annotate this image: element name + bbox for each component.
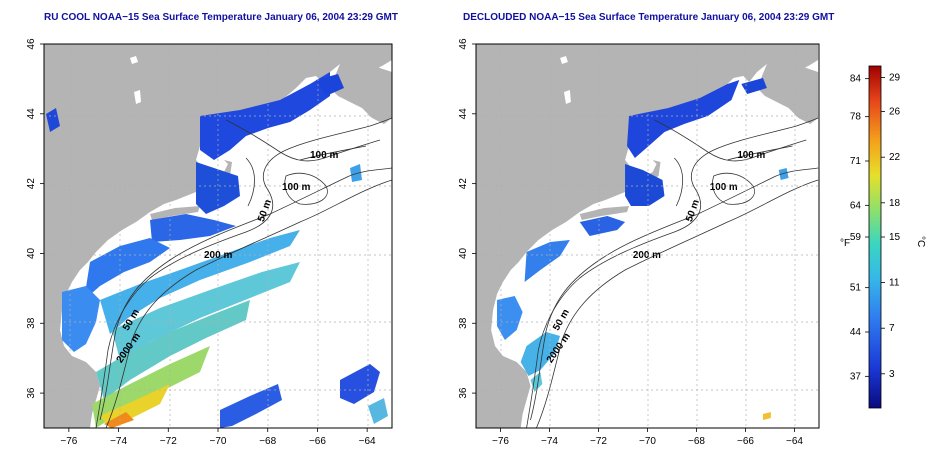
left-graticule <box>44 44 392 428</box>
left-y-tick-label: 40 <box>26 247 37 259</box>
right-y-tick-label: 42 <box>458 178 469 190</box>
left-map-panel: 100 m 100 m 50 m 200 m 50 m 2000 m 36384… <box>26 38 393 447</box>
right-contour-label-100m-b: 100 m <box>710 182 738 193</box>
colorbar-c-tick-label: 11 <box>889 278 900 289</box>
left-y-tick-label: 38 <box>26 317 37 329</box>
right-sst-field <box>497 78 789 420</box>
colorbar-c-tick-label: 3 <box>889 369 895 380</box>
left-x-tick-label: −68 <box>259 436 276 447</box>
right-y-tick-label: 46 <box>458 38 469 50</box>
left-map-title: RU COOL NOAA−15 Sea Surface Temperature … <box>44 12 398 23</box>
colorbar-c-tick-label: 15 <box>889 232 901 243</box>
right-x-tick-label: −66 <box>737 436 754 447</box>
right-contour-label-200m: 200 m <box>633 250 661 261</box>
right-y-tick-label: 40 <box>458 247 469 259</box>
right-y-tick-label: 44 <box>458 108 469 120</box>
left-sst-field <box>46 72 388 428</box>
colorbar-f-tick-label: 78 <box>850 112 862 123</box>
colorbar-f-tick-label: 84 <box>850 74 862 85</box>
right-x-tick-label: −70 <box>639 436 656 447</box>
left-y-tick-label: 36 <box>26 387 37 399</box>
colorbar-c-tick-label: 7 <box>889 323 895 334</box>
left-contour-label-100m-a: 100 m <box>310 150 338 161</box>
left-x-tick-label: −64 <box>359 436 376 447</box>
right-map-title: DECLOUDED NOAA−15 Sea Surface Temperatur… <box>463 12 835 23</box>
left-contour-label-100m-b: 100 m <box>282 182 310 193</box>
right-y-tick-label: 36 <box>458 387 469 399</box>
right-x-tick-label: −74 <box>541 436 558 447</box>
colorbar-gradient <box>868 65 882 409</box>
left-y-tick-label: 42 <box>26 178 37 190</box>
colorbar-celsius-unit: °C <box>915 236 926 247</box>
colorbar-c-tick-label: 26 <box>889 107 901 118</box>
left-x-tick-label: −66 <box>309 436 326 447</box>
temperature-colorbar: 84 78 71 64 59 51 44 37 29 26 22 18 15 11 7 3 °F °C <box>840 65 926 409</box>
colorbar-f-tick-label: 71 <box>850 156 862 167</box>
left-x-tick-label: −72 <box>160 436 177 447</box>
colorbar-f-tick-label: 51 <box>850 283 862 294</box>
colorbar-f-tick-label: 64 <box>850 200 862 211</box>
right-x-tick-label: −68 <box>688 436 705 447</box>
right-x-tick-label: −72 <box>590 436 607 447</box>
left-y-tick-label: 44 <box>26 108 37 120</box>
right-map-panel: 100 m 100 m 50 m 200 m 50 m 2000 m 36384… <box>458 38 820 447</box>
colorbar-c-tick-label: 18 <box>889 198 901 209</box>
colorbar-c-tick-label: 22 <box>889 152 901 163</box>
left-contour-label-200m: 200 m <box>204 250 232 261</box>
colorbar-f-tick-label: 44 <box>850 327 862 338</box>
right-contour-label-100m-a: 100 m <box>737 150 765 161</box>
right-x-tick-label: −64 <box>786 436 803 447</box>
left-y-tick-label: 46 <box>26 38 37 50</box>
left-x-tick-label: −76 <box>60 436 77 447</box>
left-x-tick-label: −74 <box>110 436 127 447</box>
right-y-tick-label: 38 <box>458 317 469 329</box>
left-x-tick-label: −70 <box>210 436 227 447</box>
colorbar-f-tick-label: 37 <box>850 371 862 382</box>
right-graticule <box>476 44 819 428</box>
colorbar-fahrenheit-unit: °F <box>840 238 850 249</box>
colorbar-f-tick-label: 59 <box>850 232 862 243</box>
colorbar-c-tick-label: 29 <box>889 72 901 83</box>
right-x-tick-label: −76 <box>492 436 509 447</box>
